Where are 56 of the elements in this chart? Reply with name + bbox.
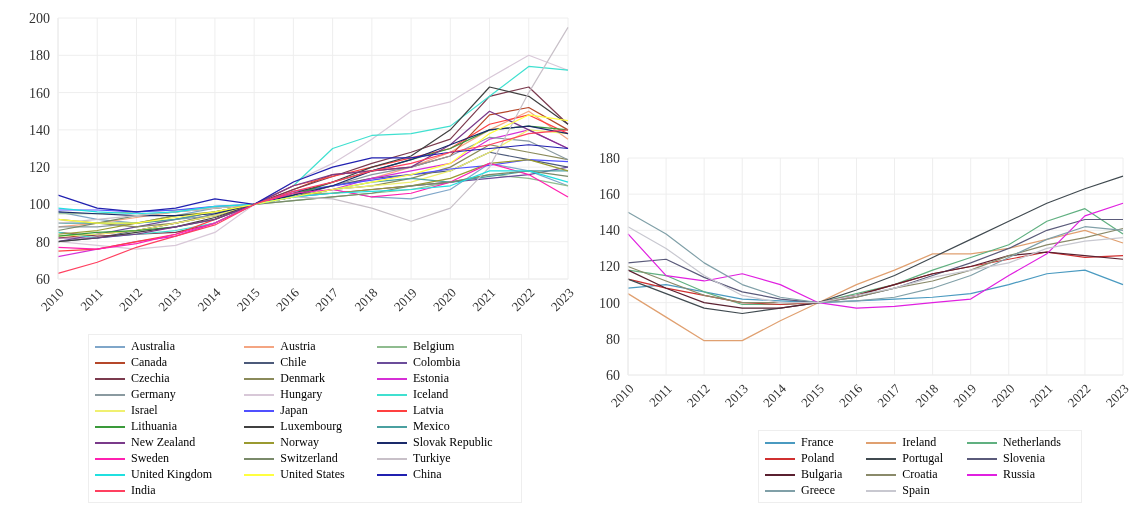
legend-label: France xyxy=(801,435,834,450)
legend-label: Turkiye xyxy=(412,451,451,466)
legend-label: New Zealand xyxy=(131,435,196,450)
legend-label: Netherlands xyxy=(1003,435,1061,450)
legend-label: Ireland xyxy=(902,435,937,450)
legend-label: Germany xyxy=(131,387,176,402)
y-tick-label: 120 xyxy=(599,259,620,275)
y-tick-label: 140 xyxy=(29,122,50,138)
legend-label: Spain xyxy=(902,483,930,498)
y-tick-label: 200 xyxy=(29,10,50,26)
y-tick-label: 180 xyxy=(599,150,620,166)
legend-label: United States xyxy=(280,467,345,482)
legend-label: Sweden xyxy=(131,451,169,466)
legend-label: Luxembourg xyxy=(280,419,343,434)
legend-label: Slovenia xyxy=(1003,451,1045,466)
x-tick-label: 2011 xyxy=(646,381,675,410)
y-tick-label: 160 xyxy=(599,187,620,203)
legend-label: Czechia xyxy=(131,371,170,386)
y-tick-label: 180 xyxy=(29,48,50,64)
legend-label: Iceland xyxy=(412,387,449,402)
legend-label: Croatia xyxy=(902,467,938,482)
legend-label: Hungary xyxy=(280,387,323,402)
y-tick-label: 120 xyxy=(29,160,50,176)
legend-label: Latvia xyxy=(412,403,444,418)
legend-label: Mexico xyxy=(412,419,450,434)
legend-label: Estonia xyxy=(412,371,449,386)
y-tick-label: 60 xyxy=(36,271,50,287)
y-tick-label: 80 xyxy=(36,234,50,250)
y-tick-label: 100 xyxy=(29,197,50,213)
legend-label: Poland xyxy=(801,451,835,466)
legend-label: Slovak Republic xyxy=(412,435,493,450)
legend-label: Russia xyxy=(1003,467,1036,482)
legend-label: Chile xyxy=(280,355,307,370)
legend-label: Belgium xyxy=(412,339,455,354)
legend-label: Bulgaria xyxy=(801,467,843,482)
y-tick-label: 60 xyxy=(606,367,620,383)
legend-label: Norway xyxy=(280,435,319,450)
legend-label: Portugal xyxy=(902,451,943,466)
legend-label: United Kingdom xyxy=(131,467,212,482)
legend-label: China xyxy=(412,467,442,482)
x-tick-label: 2011 xyxy=(77,285,106,314)
legend-label: Greece xyxy=(801,483,835,498)
y-tick-label: 140 xyxy=(599,223,620,239)
y-tick-label: 80 xyxy=(606,331,620,347)
legend-label: Japan xyxy=(280,403,308,418)
legend-label: Israel xyxy=(131,403,158,418)
legend-label: Lithuania xyxy=(131,419,177,434)
legend-label: Denmark xyxy=(280,371,325,386)
legend-label: India xyxy=(131,483,156,498)
legend-label: Switzerland xyxy=(280,451,338,466)
legend-label: Colombia xyxy=(412,355,461,370)
y-tick-label: 100 xyxy=(599,295,620,311)
legend-label: Austria xyxy=(280,339,316,354)
legend-label: Canada xyxy=(131,355,167,370)
legend-label: Australia xyxy=(131,339,175,354)
y-tick-label: 160 xyxy=(29,85,50,101)
